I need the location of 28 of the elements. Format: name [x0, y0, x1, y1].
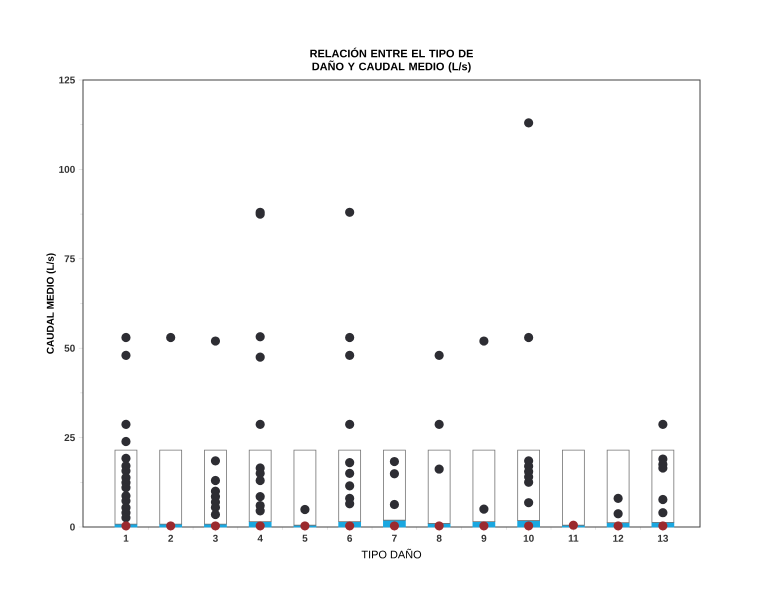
x-tick-label: 2 [168, 534, 174, 542]
x-tick-label: 12 [613, 534, 624, 542]
bar [428, 450, 451, 524]
chart-title: RELACIÓN ENTRE EL TIPO DE DAÑO Y CAUDAL MEDIO (L/s) [310, 48, 473, 72]
y-tick-label: 50 [64, 344, 75, 352]
y-tick-label: 0 [70, 523, 75, 531]
x-tick-label: 5 [302, 534, 308, 542]
bar [294, 450, 316, 526]
x-tick-label: 6 [347, 534, 352, 542]
y-tick-label: 125 [59, 76, 75, 84]
x-tick-label: 7 [392, 534, 397, 542]
x-tick-label: 11 [568, 534, 578, 542]
x-tick-label: 4 [258, 534, 263, 542]
bar [159, 450, 182, 525]
x-tick-label: 8 [436, 534, 442, 542]
x-tick-label: 9 [481, 534, 486, 542]
x-tick-label: 3 [212, 534, 218, 542]
y-axis-title: CAUDAL MEDIO (L/s) [46, 253, 56, 354]
bar [606, 450, 630, 524]
y-tick-label: 100 [59, 166, 75, 173]
x-tick-label: 13 [658, 534, 668, 542]
x-tick-label: 10 [524, 534, 534, 542]
x-tick-label: 1 [124, 534, 128, 542]
y-tick-label: 25 [64, 434, 75, 442]
bar [472, 450, 496, 522]
bar [562, 450, 585, 526]
x-axis-title: TIPO DAÑO [362, 548, 422, 558]
y-tick-label: 75 [64, 255, 75, 262]
